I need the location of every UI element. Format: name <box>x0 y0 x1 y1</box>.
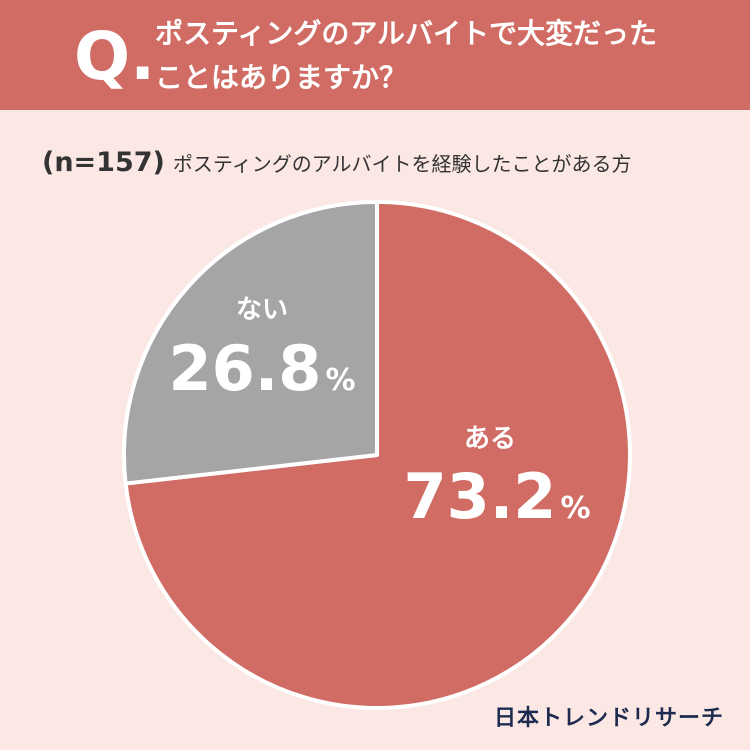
pie-slice-nai <box>122 200 379 486</box>
question-header: Q. ポスティングのアルバイトで大変だった ことはありますか？ <box>0 0 750 110</box>
question-text: ポスティングのアルバイトで大変だった ことはありますか？ <box>155 12 735 100</box>
brand-logo: 日本トレンドリサーチ <box>493 706 724 731</box>
sample-size: (n=157) <box>42 146 165 178</box>
slice-category-label-nai: ない <box>236 295 288 325</box>
slice-unit-nai: % <box>325 363 355 398</box>
slice-value-aru: 73.2 <box>403 460 556 533</box>
slice-value-label-aru: 73.2% <box>403 460 590 533</box>
sample-caption: (n=157) ポスティングのアルバイトを経験したことがある方 <box>42 140 632 184</box>
slice-category-label-aru: ある <box>464 424 516 454</box>
slice-value-nai: 26.8 <box>168 332 321 405</box>
question-line-2: ことはありますか？ <box>155 61 408 94</box>
question-line-1: ポスティングのアルバイトで大変だった <box>155 17 658 50</box>
slice-unit-aru: % <box>560 491 590 526</box>
sample-population: ポスティングのアルバイトを経験したことがある方 <box>172 151 632 176</box>
slice-value-label-nai: 26.8% <box>168 332 355 405</box>
question-mark: Q. <box>74 18 156 95</box>
